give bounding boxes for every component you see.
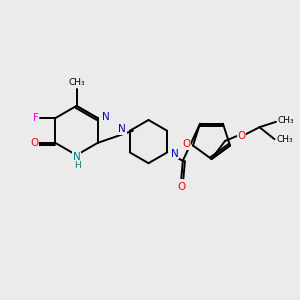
Text: O: O (177, 182, 185, 192)
Text: N: N (171, 149, 178, 159)
Text: CH₃: CH₃ (277, 135, 293, 144)
Text: N: N (73, 152, 80, 162)
Text: CH₃: CH₃ (277, 116, 294, 125)
Text: O: O (30, 138, 38, 148)
Text: F: F (33, 113, 39, 123)
Text: O: O (182, 139, 190, 149)
Text: CH₃: CH₃ (68, 78, 85, 87)
Text: H: H (74, 160, 80, 169)
Text: O: O (237, 130, 246, 141)
Text: N: N (102, 112, 110, 122)
Text: N: N (118, 124, 126, 134)
